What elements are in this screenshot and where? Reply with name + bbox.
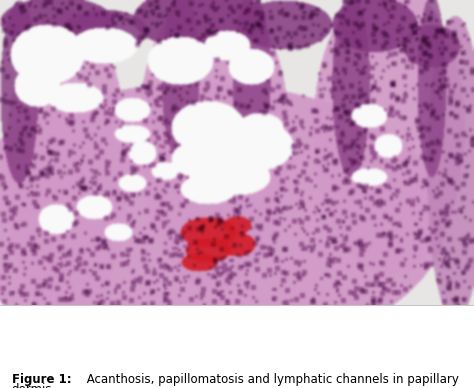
Text: Figure 1:: Figure 1: <box>12 373 72 386</box>
Text: dermis: dermis <box>12 383 52 388</box>
Text: Acanthosis, papillomatosis and lymphatic channels in papillary: Acanthosis, papillomatosis and lymphatic… <box>83 373 459 386</box>
